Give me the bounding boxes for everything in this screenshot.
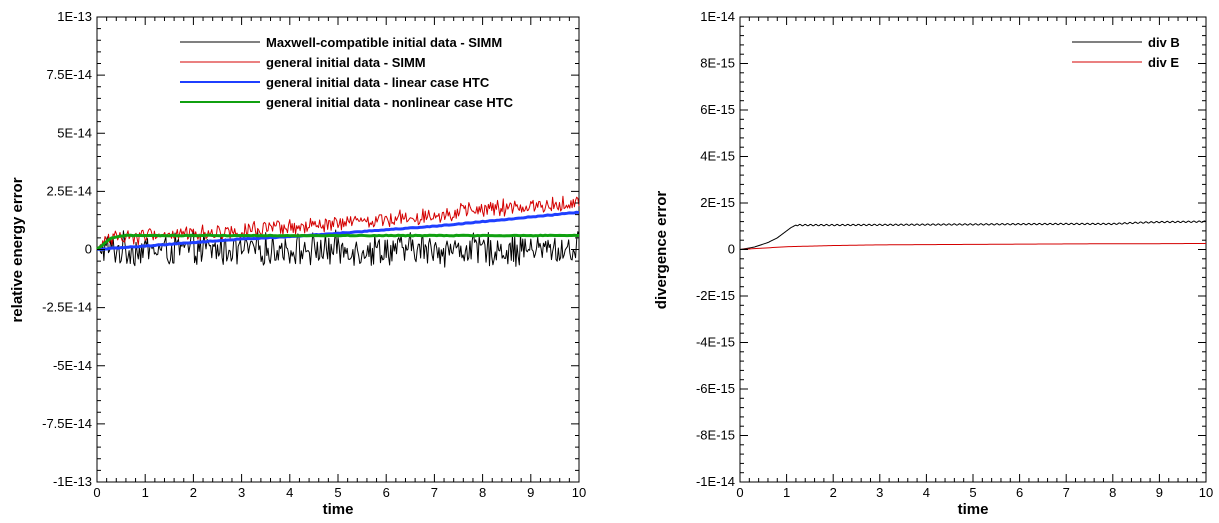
ticks-layer: 0 1 2 3 4 5 6 7 8 9 10 -1E-13 -7.5E-14 -5E-14 -2.5E-14…	[42, 9, 586, 500]
y-tick-label: -1E-13	[53, 474, 92, 489]
x-tick-label: 4	[923, 485, 930, 500]
x-tick-label: 2	[190, 485, 197, 500]
x-tick-label: 7	[431, 485, 438, 500]
x-axis-label: time	[323, 501, 354, 518]
x-axis-label: time	[958, 501, 989, 518]
x-tick-label: 0	[736, 485, 743, 500]
y-tick-label: 1E-13	[57, 9, 92, 24]
x-tick-label: 10	[1199, 485, 1213, 500]
y-tick-label: -8E-15	[696, 428, 735, 443]
y-tick-label: -5E-14	[53, 358, 92, 373]
series-layer	[96, 195, 580, 268]
series-line-1	[739, 242, 1207, 250]
energy-error-chart: 0 1 2 3 4 5 6 7 8 9 10 -1E-13 -7.5E-14 -5E-14 -2.5E-14…	[9, 9, 586, 518]
y-tick-label: 6E-15	[700, 102, 735, 117]
y-tick-label: 2.5E-14	[46, 183, 92, 198]
legend-label: div E	[1148, 55, 1179, 70]
y-axis-label: relative energy error	[9, 177, 26, 322]
x-tick-label: 4	[286, 485, 293, 500]
legend: div B div E	[1072, 35, 1180, 70]
x-tick-label: 8	[479, 485, 486, 500]
x-tick-label: 5	[969, 485, 976, 500]
x-tick-label: 10	[572, 485, 586, 500]
legend-label: general initial data - linear case HTC	[266, 75, 490, 90]
divergence-error-chart: 0 1 2 3 4 5 6 7 8 9 10 -1E-14 -8E-15 -6E-15 -4E-15 -2E-…	[653, 9, 1213, 518]
y-tick-label: -6E-15	[696, 381, 735, 396]
x-tick-label: 3	[876, 485, 883, 500]
x-tick-label: 5	[334, 485, 341, 500]
x-tick-label: 6	[383, 485, 390, 500]
y-tick-label: 1E-14	[700, 9, 735, 24]
x-tick-label: 1	[783, 485, 790, 500]
legend-label: general initial data - SIMM	[266, 55, 426, 70]
series-line-1	[96, 195, 580, 250]
plot-frame	[739, 16, 1207, 483]
legend-label: div B	[1148, 35, 1180, 50]
legend: Maxwell-compatible initial data - SIMM ge…	[180, 35, 514, 110]
y-tick-label: -2E-15	[696, 288, 735, 303]
y-tick-label: 0	[728, 242, 735, 257]
y-tick-label: -1E-14	[696, 474, 735, 489]
y-tick-label: -7.5E-14	[42, 416, 92, 431]
legend-label: general initial data - nonlinear case HT…	[266, 95, 514, 110]
y-tick-label: 7.5E-14	[46, 67, 92, 82]
series-layer	[739, 220, 1207, 250]
y-tick-label: 0	[85, 242, 92, 257]
x-tick-label: 7	[1063, 485, 1070, 500]
series-line-0	[739, 220, 1207, 250]
x-tick-label: 8	[1109, 485, 1116, 500]
x-tick-label: 3	[238, 485, 245, 500]
y-tick-label: 8E-15	[700, 56, 735, 71]
x-tick-label: 9	[527, 485, 534, 500]
y-tick-label: 2E-15	[700, 195, 735, 210]
series-line-3	[96, 233, 579, 251]
ticks-layer: 0 1 2 3 4 5 6 7 8 9 10 -1E-14 -8E-15 -6E-15 -4E-15 -2E-…	[696, 9, 1213, 500]
y-tick-label: -2.5E-14	[42, 300, 92, 315]
x-tick-label: 1	[142, 485, 149, 500]
legend-label: Maxwell-compatible initial data - SIMM	[266, 35, 502, 50]
y-tick-label: 4E-15	[700, 149, 735, 164]
x-tick-label: 2	[830, 485, 837, 500]
y-tick-label: 5E-14	[57, 125, 92, 140]
x-tick-label: 9	[1156, 485, 1163, 500]
y-axis-label: divergence error	[653, 191, 670, 310]
x-tick-label: 6	[1016, 485, 1023, 500]
y-tick-label: -4E-15	[696, 335, 735, 350]
series-line-2	[96, 210, 580, 251]
series-line-0	[96, 229, 580, 268]
x-tick-label: 0	[93, 485, 100, 500]
